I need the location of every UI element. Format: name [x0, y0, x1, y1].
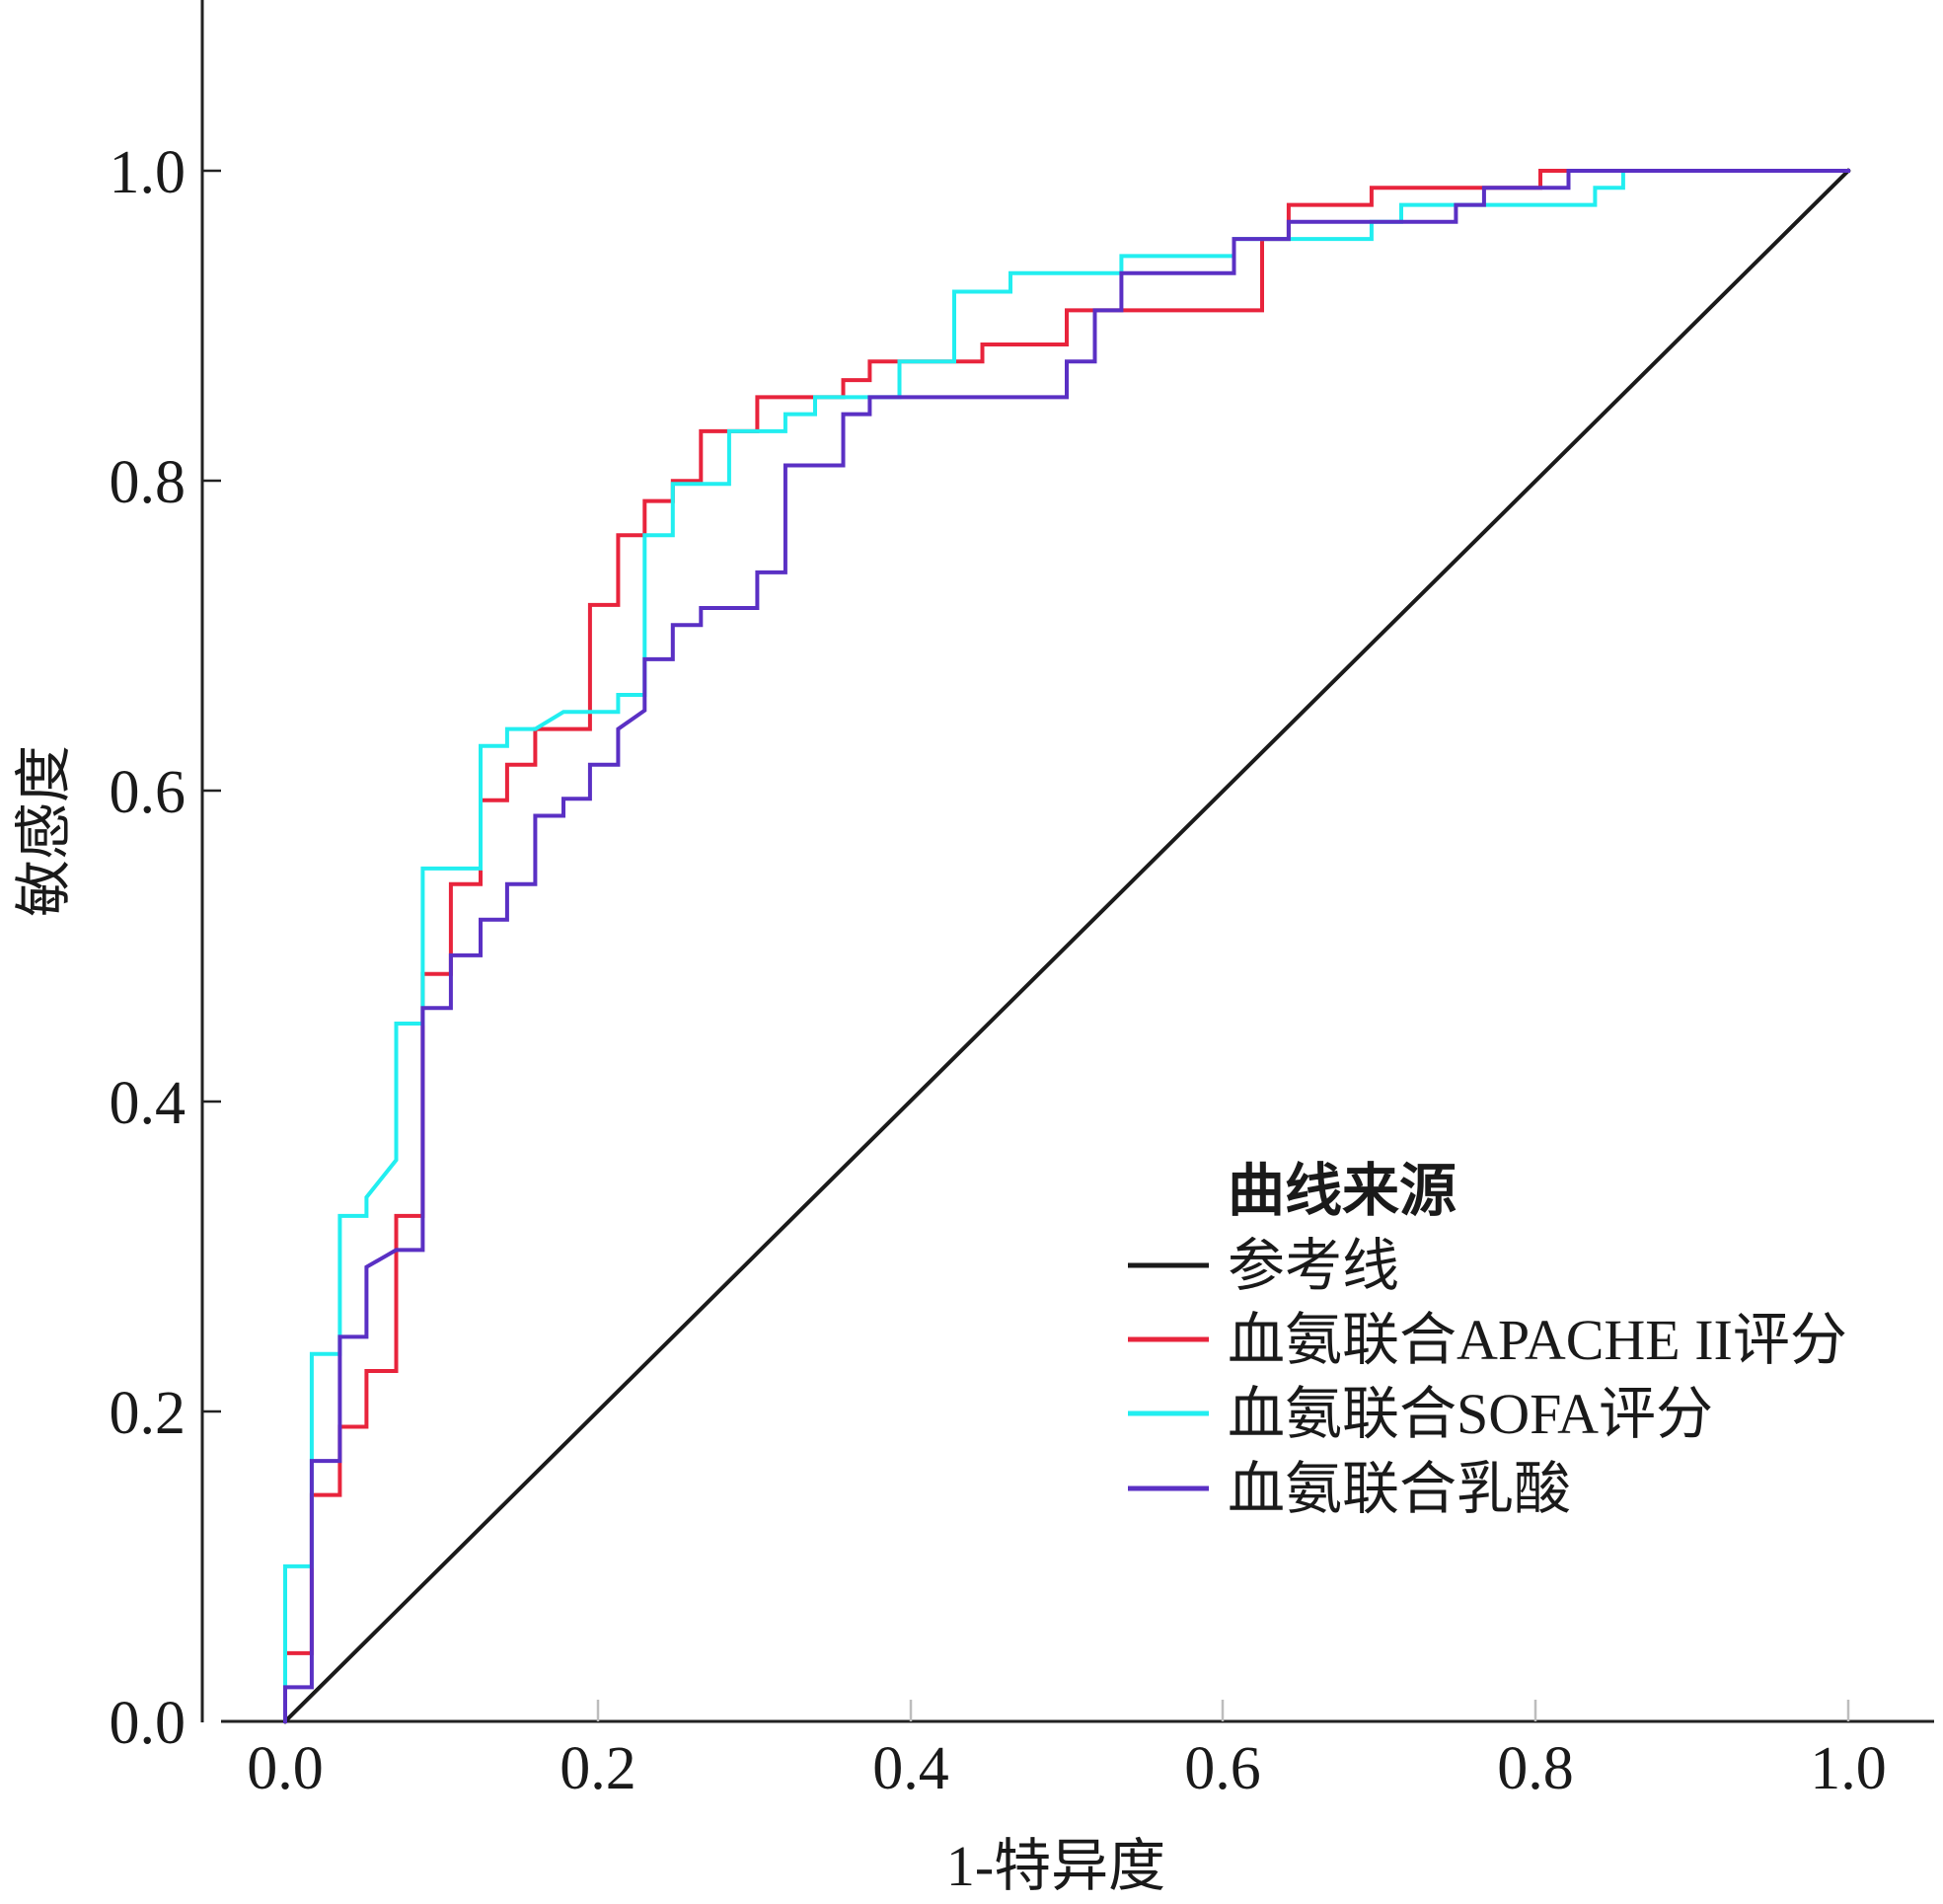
y-tick-label: 0.6: [110, 759, 187, 826]
legend-label-sofa: 血氨联合SOFA评分: [1228, 1382, 1713, 1446]
x-tick-labels: 0.0 0.2 0.4 0.6 0.8 1.0: [247, 1735, 1887, 1802]
legend-title: 曲线来源: [1228, 1159, 1457, 1223]
y-tick-labels: 0.0 0.2 0.4 0.6 0.8 1.0: [110, 139, 187, 1757]
x-axis-ticks: [283, 1700, 1850, 1721]
x-tick-label: 1.0: [1810, 1735, 1887, 1802]
x-axis-title: 1-特异度: [946, 1834, 1165, 1898]
lactate-roc-line: [283, 169, 1850, 1723]
x-tick-label: 0.0: [247, 1735, 324, 1802]
x-tick-label: 0.2: [560, 1735, 636, 1802]
x-tick-label: 0.4: [872, 1735, 949, 1802]
y-tick-label: 1.0: [110, 139, 187, 206]
x-tick-label: 0.6: [1184, 1735, 1261, 1802]
sofa-roc-line: [283, 169, 1850, 1723]
y-axis-title: 敏感度: [12, 745, 76, 917]
legend: 曲线来源 参考线 血氨联合APACHE II评分 血氨联合SOFA评分 血氨联合…: [1128, 1159, 1847, 1521]
y-tick-label: 0.8: [110, 449, 187, 516]
x-tick-label: 0.8: [1497, 1735, 1574, 1802]
y-axis-ticks: [202, 169, 221, 1413]
y-tick-label: 0.2: [110, 1380, 187, 1447]
legend-label-lactate: 血氨联合乳酸: [1228, 1457, 1571, 1521]
y-tick-label: 0.0: [110, 1690, 187, 1757]
y-tick-label: 0.4: [110, 1070, 187, 1137]
reference-line: [282, 168, 1851, 1724]
legend-label-apache: 血氨联合APACHE II评分: [1228, 1308, 1847, 1372]
series-layer: [282, 168, 1851, 1724]
legend-label-reference: 参考线: [1228, 1234, 1399, 1298]
